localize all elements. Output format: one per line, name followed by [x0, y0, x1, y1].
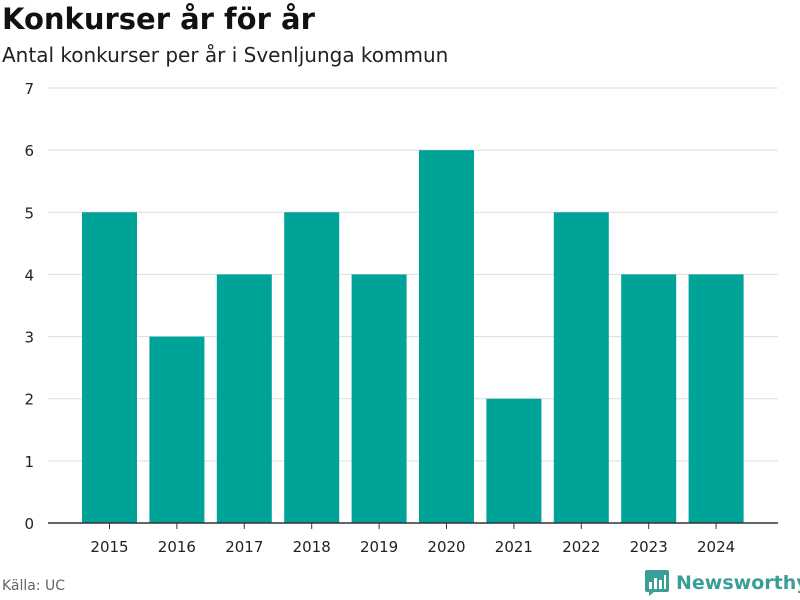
x-tick-label: 2022: [562, 538, 600, 556]
y-axis-tick-labels: 0 1 2 3 4 5 6 7: [24, 80, 34, 533]
bars: [82, 150, 744, 524]
x-tick-label: 2018: [293, 538, 331, 556]
x-tick-label: 2016: [158, 538, 196, 556]
brand-name: Newsworthy: [676, 572, 800, 594]
y-tick-label: 3: [24, 329, 34, 347]
x-tick-label: 2015: [90, 538, 128, 556]
x-tick-label: 2019: [360, 538, 398, 556]
bar: [621, 274, 677, 523]
y-tick-label: 4: [24, 266, 34, 284]
bar: [284, 212, 340, 524]
y-tick-label: 0: [24, 515, 34, 533]
brand-logo: Newsworthy: [644, 569, 800, 597]
chart-subtitle: Antal konkurser per år i Svenljunga komm…: [2, 43, 449, 67]
source-note: Källa: UC: [2, 578, 66, 594]
x-tick-label: 2021: [495, 538, 533, 556]
x-axis-tick-labels: 2015 2016 2017 2018 2019 2020 2021 2022 2023 2024: [90, 523, 735, 556]
bar: [149, 336, 205, 523]
x-tick-label: 2017: [225, 538, 263, 556]
chart-title: Konkurser år för år: [2, 2, 315, 36]
bar: [351, 274, 407, 523]
bar: [486, 398, 542, 523]
bar: [419, 150, 474, 523]
y-tick-label: 1: [24, 453, 34, 471]
y-tick-label: 2: [24, 391, 34, 409]
bar: [216, 274, 272, 523]
bar: [82, 212, 137, 524]
bar: [688, 274, 744, 523]
x-tick-label: 2024: [697, 538, 735, 556]
x-tick-label: 2023: [630, 538, 668, 556]
y-tick-label: 6: [24, 142, 34, 160]
bar-chart-logo-icon: [645, 570, 669, 596]
bar: [553, 212, 609, 524]
x-tick-label: 2020: [427, 538, 465, 556]
y-tick-label: 5: [24, 204, 34, 222]
y-tick-label: 7: [24, 80, 34, 98]
